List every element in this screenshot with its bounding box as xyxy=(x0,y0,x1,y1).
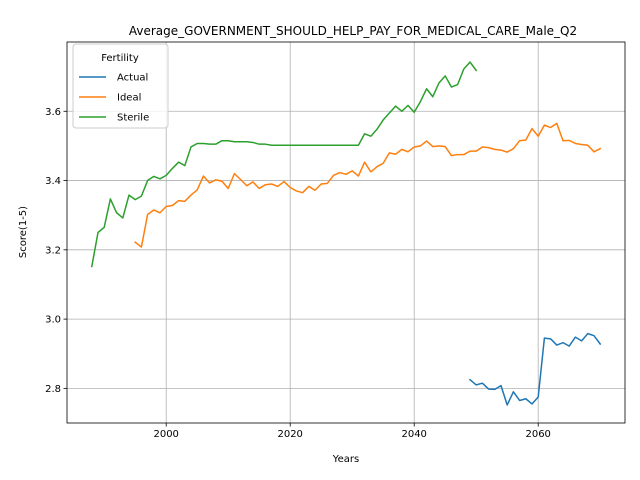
x-tick-label: 2020 xyxy=(277,429,302,440)
legend-box xyxy=(72,43,169,129)
y-tick-label: 3.0 xyxy=(45,315,61,326)
legend: Fertility Actual Ideal Sterile xyxy=(72,43,169,129)
legend-label-sterile: Sterile xyxy=(117,113,149,124)
grid xyxy=(67,42,625,423)
series-line-actual xyxy=(468,332,602,406)
series-line-sterile xyxy=(90,61,478,268)
y-axis: 2.8 3.0 3.2 3.4 3.6 xyxy=(45,107,67,395)
series-line-ideal xyxy=(134,122,602,248)
y-tick-label: 3.6 xyxy=(45,107,61,118)
series-lines xyxy=(90,61,602,406)
y-tick-label: 3.4 xyxy=(45,176,61,187)
legend-title: Fertility xyxy=(101,53,139,64)
legend-label-ideal: Ideal xyxy=(117,93,141,104)
legend-label-actual: Actual xyxy=(117,73,148,84)
legend-items: Actual Ideal Sterile xyxy=(79,73,149,124)
y-axis-label: Score(1-5) xyxy=(18,206,29,258)
x-tick-label: 2000 xyxy=(153,429,178,440)
y-tick-label: 3.2 xyxy=(45,245,61,256)
x-tick-label: 2040 xyxy=(401,429,426,440)
y-tick-label: 2.8 xyxy=(45,384,61,395)
x-axis-label: Years xyxy=(332,454,359,465)
x-axis: 2000 2020 2040 2060 xyxy=(153,423,551,440)
x-tick-label: 2060 xyxy=(525,429,550,440)
chart-title: Average_GOVERNMENT_SHOULD_HELP_PAY_FOR_M… xyxy=(129,24,577,38)
plot-frame xyxy=(66,41,626,424)
